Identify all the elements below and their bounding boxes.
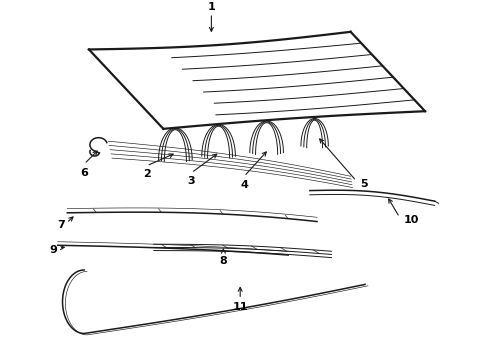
Text: 1: 1 xyxy=(207,3,215,12)
Text: 5: 5 xyxy=(360,179,368,189)
Text: 8: 8 xyxy=(220,256,227,266)
Text: 10: 10 xyxy=(403,215,419,225)
Text: 6: 6 xyxy=(80,168,88,177)
Text: 7: 7 xyxy=(57,220,65,230)
Text: 11: 11 xyxy=(232,302,248,312)
Text: 9: 9 xyxy=(50,245,58,255)
Text: 4: 4 xyxy=(240,180,248,190)
Text: 3: 3 xyxy=(187,176,195,186)
Text: 2: 2 xyxy=(143,170,150,179)
